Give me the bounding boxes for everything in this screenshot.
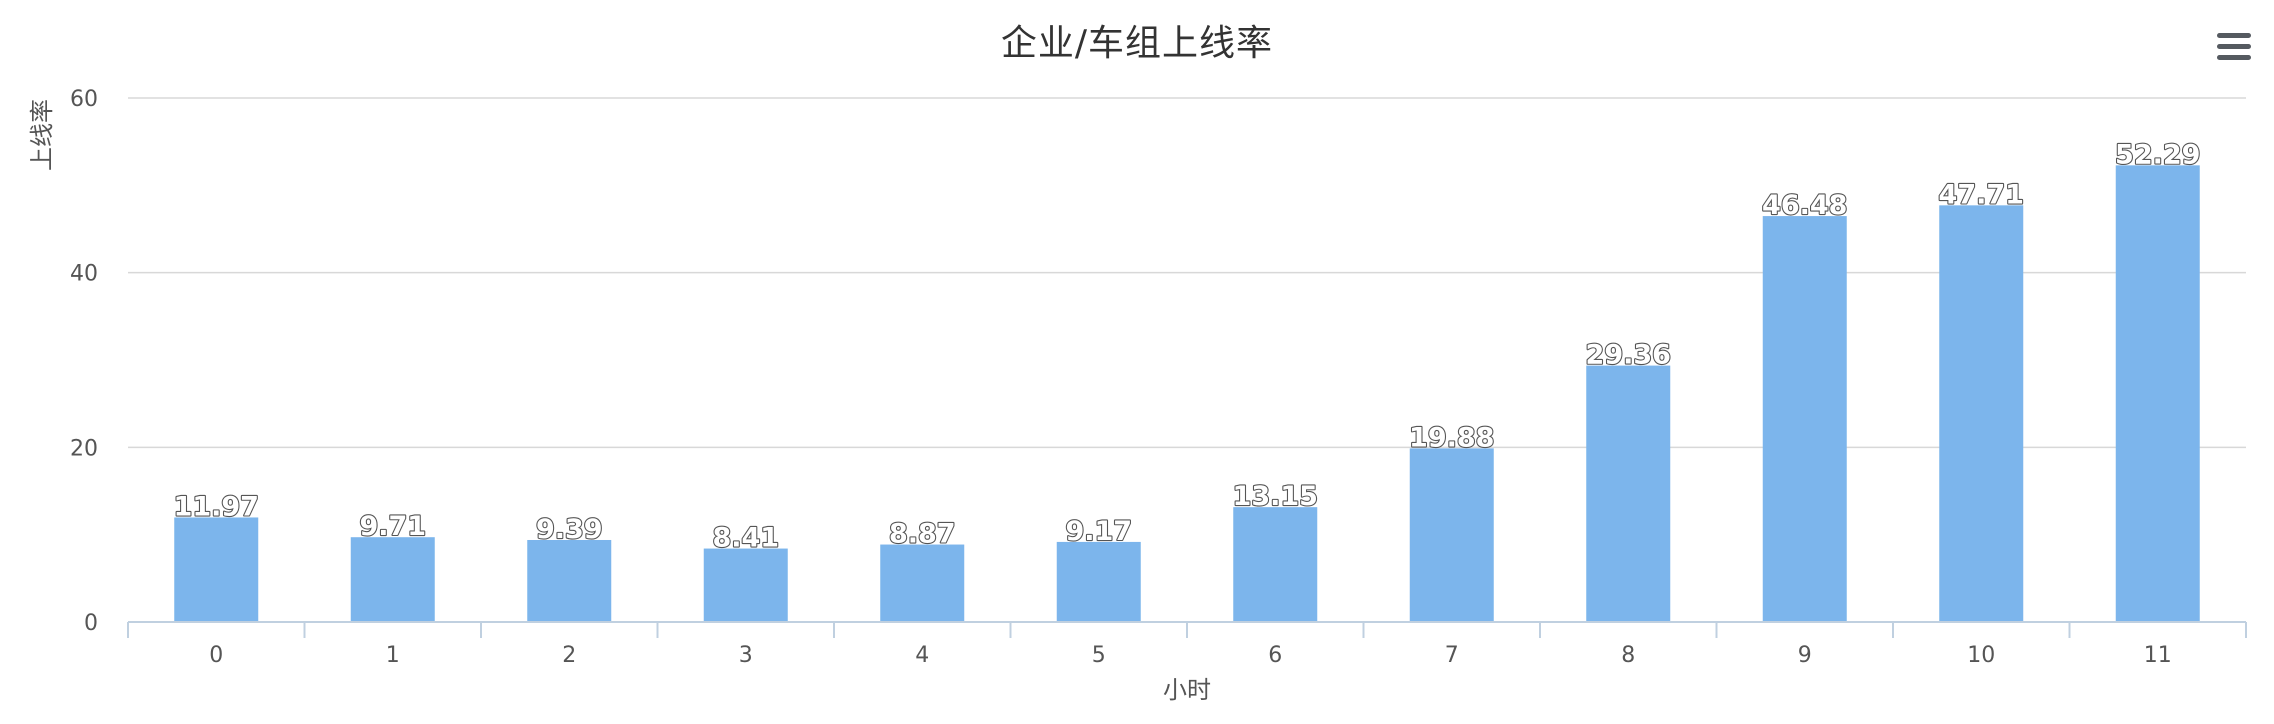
data-label: 9.39 — [536, 514, 603, 545]
x-tick-label: 10 — [1967, 643, 1995, 668]
y-tick-label: 40 — [70, 262, 98, 287]
chart-title: 企业/车组上线率 — [1000, 23, 1274, 64]
x-tick-label: 4 — [915, 643, 929, 668]
x-tick-label: 1 — [386, 643, 400, 668]
data-label: 9.17 — [1065, 516, 1132, 547]
data-label: 8.87 — [889, 519, 956, 550]
data-label: 46.48 — [1762, 190, 1847, 221]
bar[interactable] — [527, 539, 612, 622]
bar[interactable] — [1762, 216, 1847, 623]
bar[interactable] — [1409, 448, 1494, 622]
y-tick-label: 60 — [70, 87, 98, 112]
x-tick-label: 11 — [2144, 643, 2172, 668]
x-tick-label: 8 — [1621, 643, 1635, 668]
y-tick-label: 0 — [84, 611, 98, 636]
bars — [174, 165, 2200, 623]
bar[interactable] — [174, 517, 259, 622]
grid-lines — [128, 97, 2246, 449]
data-label: 9.71 — [359, 511, 426, 542]
hamburger-menu-icon-line — [2217, 44, 2251, 49]
bar[interactable] — [350, 537, 435, 622]
x-tick-label: 2 — [562, 643, 576, 668]
bar[interactable] — [1586, 365, 1671, 622]
chart-menu-button[interactable] — [2214, 30, 2254, 64]
x-axis: 0 1 2 3 4 5 6 7 8 9 10 11 — [127, 621, 2247, 668]
bar[interactable] — [1233, 507, 1318, 622]
data-labels: 11.97 9.71 9.39 8.41 8.87 9.17 13.15 19.88 29.36… — [172, 138, 2201, 554]
x-tick-label: 3 — [739, 643, 753, 668]
y-axis-title: 上线率 — [28, 99, 56, 171]
x-tick-label: 9 — [1798, 643, 1812, 668]
data-label: 11.97 — [174, 491, 259, 522]
bar[interactable] — [880, 544, 965, 622]
hamburger-menu-icon-line — [2217, 55, 2251, 60]
x-tick-label: 0 — [209, 643, 223, 668]
x-axis-title: 小时 — [1163, 676, 1211, 704]
data-label: 13.15 — [1233, 481, 1318, 512]
y-axis: 0 20 40 60 — [70, 87, 98, 636]
bar[interactable] — [2115, 165, 2200, 623]
bar[interactable] — [1939, 205, 2024, 622]
y-tick-label: 20 — [70, 436, 98, 461]
data-label: 52.29 — [2115, 139, 2200, 170]
x-tick-label: 7 — [1445, 643, 1459, 668]
bar[interactable] — [703, 548, 788, 622]
data-label: 47.71 — [1939, 179, 2024, 210]
data-label: 8.41 — [712, 523, 779, 554]
bar[interactable] — [1056, 541, 1141, 622]
x-tick-label: 6 — [1268, 643, 1282, 668]
data-label: 29.36 — [1586, 340, 1671, 371]
data-label: 19.88 — [1409, 422, 1494, 453]
hamburger-menu-icon — [2217, 33, 2251, 38]
x-tick-label: 5 — [1092, 643, 1106, 668]
